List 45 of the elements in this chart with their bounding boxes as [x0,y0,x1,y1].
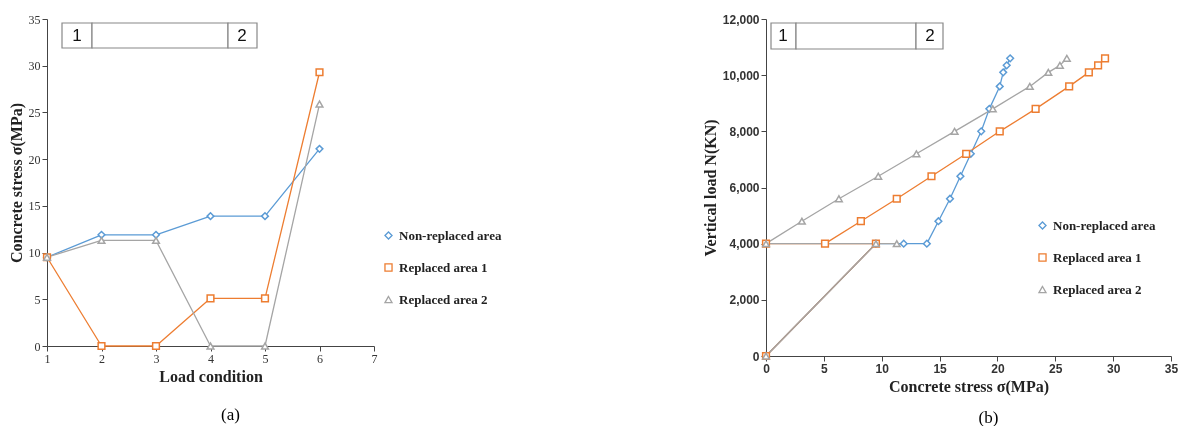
x-tick-label: 25 [1049,361,1063,376]
x-tick-label: 6 [317,351,323,366]
text: (b) [978,408,999,427]
legend-label: Non-replaced area [1053,217,1156,233]
x-tick-label: 1 [44,351,51,366]
x-tick-label: 20 [991,361,1005,376]
y-tick-label: 12,000 [722,12,760,27]
y-axis-title: Vertical load N(KN) [701,119,720,257]
y-tick-label: 2,000 [729,293,760,308]
x-tick-label: 3 [153,351,160,366]
y-tick-label: 25 [28,105,41,120]
x-tick-label: 4 [208,351,214,366]
legend-label: Non-replaced area [399,227,502,243]
x-axis-title: Load condition [159,367,263,385]
y-tick-label: 20 [28,152,41,167]
y-tick-label: 6,000 [729,181,760,195]
y-tick-label: 35 [28,12,41,27]
annotation: 1 [72,25,82,45]
annotation: 2 [237,25,247,45]
legend-label: Replaced area 2 [1053,281,1142,297]
y-tick-label: 8,000 [729,124,760,139]
y-tick-label: 10,000 [722,68,760,83]
legend-label: Replaced area 2 [399,291,488,307]
y-tick-label: 15 [28,199,41,214]
y-tick-label: 4,000 [729,237,760,252]
y-tick-label: 10 [28,246,41,261]
text: (a) [221,405,240,424]
y-tick-label: 5 [34,292,41,307]
x-tick-label: 35 [1164,361,1179,376]
x-tick-label: 7 [371,351,378,366]
x-tick-label: 15 [933,361,948,376]
y-axis-title: Concrete stress σ(MPa) [7,102,26,264]
annotation: 2 [925,26,935,45]
y-tick-label: 0 [34,339,41,354]
x-tick-label: 5 [821,361,829,376]
annotation: 1 [778,26,788,45]
x-tick-label: 2 [99,351,105,366]
legend-label: Replaced area 1 [1053,249,1142,265]
x-axis-title: Concrete stress σ(MPa) [888,377,1050,396]
x-tick-label: 0 [763,361,771,376]
x-tick-label: 30 [1106,361,1121,376]
x-tick-label: 10 [875,361,890,376]
y-tick-label: 30 [28,59,41,74]
legend-label: Replaced area 1 [399,259,488,275]
x-tick-label: 5 [262,351,269,366]
